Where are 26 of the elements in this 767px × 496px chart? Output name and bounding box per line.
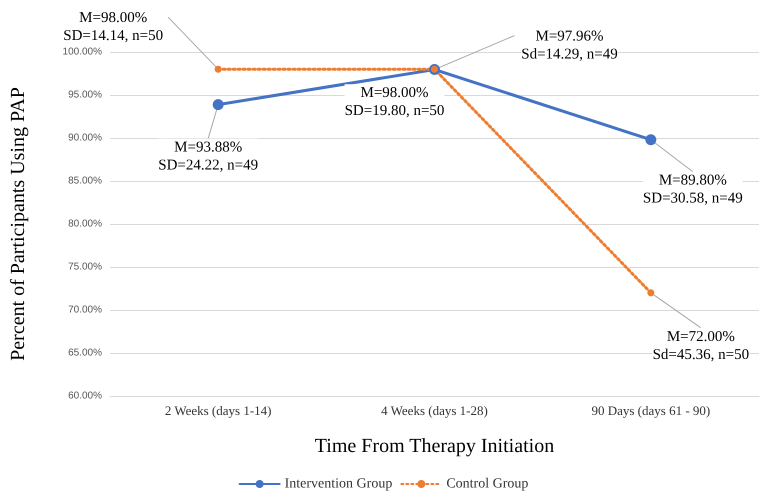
y-axis-title: Percent of Participants Using PAP — [7, 87, 29, 361]
y-tick-label: 70.00% — [68, 304, 102, 316]
point — [645, 134, 656, 146]
legend-label: Intervention Group — [284, 476, 392, 492]
annotation: M=98.00% SD=14.14, n=50 — [63, 10, 164, 44]
y-tick-label: 95.00% — [68, 90, 102, 100]
y-tick-label: 100.00% — [62, 46, 102, 58]
y-tick-label: 85.00% — [68, 176, 102, 186]
annotation: M=89.80% SD=30.58, n=49 — [642, 172, 743, 207]
y-tick-label: 75.00% — [68, 262, 102, 272]
y-tick-label: 65.00% — [68, 348, 102, 358]
annotation: M=93.88% SD=24.22, n=49 — [158, 140, 258, 174]
point — [647, 289, 654, 296]
y-tick-label: 90.00% — [68, 132, 102, 144]
legend-label: Control Group — [446, 476, 528, 492]
y-tick-label: 60.00% — [68, 390, 102, 402]
x-tick-label: 2 Weeks (days 1-14) — [164, 403, 272, 418]
x-tick-label: 90 Days (days 61 - 90) — [591, 403, 710, 418]
point — [212, 99, 224, 110]
x-tick-label: 4 Weeks (days 1-28) — [381, 403, 488, 418]
y-tick-label: 80.00% — [68, 218, 102, 230]
annotation: M=97.96% Sd=14.29, n=49 — [521, 28, 618, 63]
x-axis-title: Time From Therapy Initiation — [314, 435, 554, 457]
point — [214, 66, 222, 73]
annotation: M=98.00% SD=19.80, n=50 — [344, 85, 444, 120]
annotation: M=72.00% Sd=45.36, n=50 — [652, 328, 750, 363]
